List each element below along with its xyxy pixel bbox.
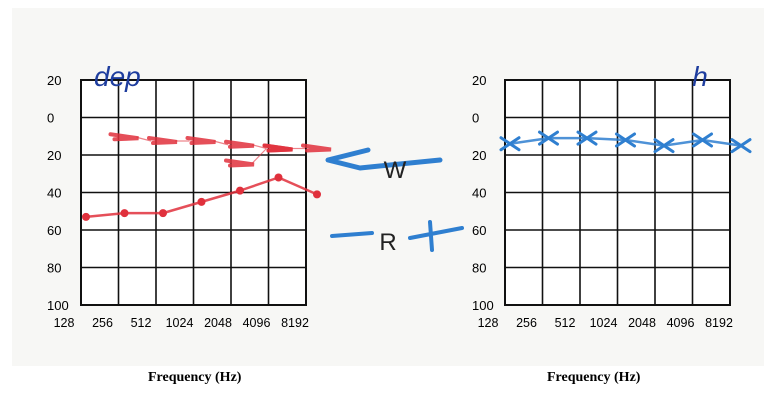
data-point <box>262 143 293 153</box>
y-tick-label: 60 <box>47 223 61 238</box>
x-tick-label: 128 <box>54 316 75 330</box>
data-point <box>499 136 521 152</box>
legend-r-dash <box>330 231 374 238</box>
legend-r-label: R <box>379 229 396 256</box>
y-tick-label: 40 <box>472 186 486 201</box>
x-tick-label: 1024 <box>166 316 194 330</box>
data-point <box>120 209 129 218</box>
y-tick-label: 20 <box>472 148 486 163</box>
series-segment <box>136 136 152 142</box>
data-point <box>730 138 752 154</box>
x-tick-label: 8192 <box>705 316 733 330</box>
data-point <box>236 186 244 195</box>
data-point <box>576 130 598 146</box>
x-axis-caption-right: Frequency (Hz) <box>547 370 641 385</box>
data-point <box>224 158 255 168</box>
legend: WR <box>325 147 464 256</box>
x-tick-label: 128 <box>478 316 499 330</box>
x-tick-label: 4096 <box>243 316 271 330</box>
audiogram-right: 20 0 20 40 60 80 100 128 256 512 1024 2048 4096 8192 h <box>472 61 752 330</box>
legend-r-cross <box>408 220 464 252</box>
data-point <box>147 136 178 145</box>
series-segment <box>251 144 267 150</box>
y-tick-label: 20 <box>472 73 486 88</box>
x-tick-label: 1024 <box>590 316 618 330</box>
handwritten-label: h <box>692 61 708 92</box>
data-point <box>538 130 559 146</box>
handwritten-label: dep <box>94 61 141 92</box>
data-point <box>653 138 675 154</box>
y-tick-label: 100 <box>47 298 69 313</box>
y-tick-label: 100 <box>472 298 494 313</box>
audiogram-left: 20 0 20 40 60 80 100 128 256 512 1024 2048 4096 8192 d… <box>47 61 332 330</box>
x-tick-label: 256 <box>92 316 113 330</box>
y-tick-label: 40 <box>47 186 61 201</box>
series-segment <box>251 148 267 164</box>
data-point <box>82 212 90 221</box>
y-tick-label: 60 <box>472 223 486 238</box>
data-point <box>274 173 283 182</box>
x-axis-caption-left: Frequency (Hz) <box>148 370 242 385</box>
x-tick-label: 2048 <box>628 316 656 330</box>
y-tick-label: 80 <box>47 261 61 276</box>
x-tick-label: 256 <box>516 316 537 330</box>
series-segment <box>213 140 229 146</box>
data-point <box>313 190 321 199</box>
x-tick-label: 512 <box>131 316 152 330</box>
y-tick-label: 80 <box>472 261 486 276</box>
data-point <box>197 197 206 206</box>
x-tick-label: 2048 <box>204 316 232 330</box>
x-tick-label: 4096 <box>667 316 695 330</box>
legend-w-mark <box>325 147 443 171</box>
data-point <box>301 143 332 153</box>
x-tick-label: 8192 <box>281 316 309 330</box>
legend-w-label: W <box>384 157 407 184</box>
data-point <box>692 132 713 148</box>
y-tick-label: 0 <box>47 111 54 126</box>
y-tick-label: 20 <box>47 148 61 163</box>
y-tick-label: 0 <box>472 111 479 126</box>
data-point <box>615 132 636 148</box>
x-tick-label: 512 <box>555 316 576 330</box>
y-tick-label: 20 <box>47 73 61 88</box>
data-point <box>159 209 167 218</box>
